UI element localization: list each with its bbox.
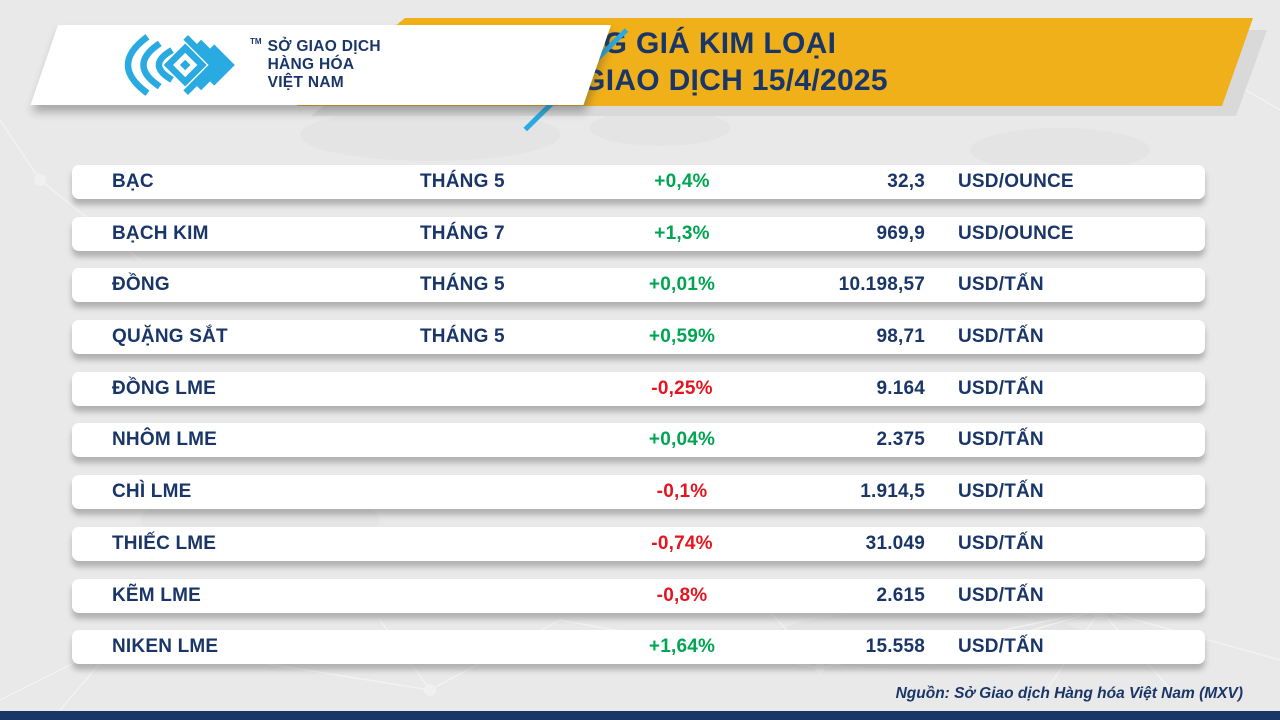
price-value: 969,9 [876, 222, 925, 244]
org-name: SỞ GIAO DỊCH HÀNG HÓA VIỆT NAM [268, 38, 381, 92]
change-percent: +0,59% [648, 326, 716, 348]
change-percent: +0,4% [654, 171, 710, 192]
org-name-line1: SỞ GIAO DỊCH [267, 38, 381, 55]
price-value: 15.558 [865, 636, 925, 658]
change-percent: -0,8% [656, 584, 708, 606]
mxv-logo-icon [124, 34, 235, 96]
price-unit: USD/TẤN [958, 636, 1044, 658]
source-note: Nguồn: Sở Giao dịch Hàng hóa Việt Nam (M… [895, 685, 1243, 702]
table-row: ĐỒNG THÁNG 5 +0,01% 10.198,57 USD/TẤN [72, 268, 1205, 303]
table-row: QUẶNG SẮT THÁNG 5 +0,59% 98,71 USD/TẤN [72, 320, 1205, 355]
table-row: THIẾC LME -0,74% 31.049 USD/TẤN [72, 526, 1205, 561]
price-value: 98,71 [876, 326, 925, 348]
org-name-line3: VIỆT NAM [267, 74, 345, 91]
commodity-name: NHÔM LME [112, 429, 218, 451]
table-row: NIKEN LME +1,64% 15.558 USD/TẤN [72, 630, 1205, 665]
contract-month: THÁNG 5 [420, 274, 505, 296]
price-value: 2.375 [876, 429, 925, 451]
price-unit: USD/TẤN [958, 326, 1044, 348]
change-percent: +0,01% [648, 274, 716, 296]
price-value: 32,3 [887, 171, 925, 192]
commodity-name: ĐỒNG [112, 274, 170, 296]
change-percent: -0,25% [651, 377, 713, 399]
mxv-logo-plate: TM SỞ GIAO DỊCH HÀNG HÓA VIỆT NAM [30, 25, 611, 105]
table-row: BẠCH KIM THÁNG 7 +1,3% 969,9 USD/OUNCE [72, 216, 1205, 251]
price-value: 9.164 [876, 377, 925, 399]
contract-month: THÁNG 7 [420, 222, 505, 244]
change-percent: +1,64% [648, 636, 716, 658]
commodity-name: BẠCH KIM [112, 222, 209, 244]
commodity-name: THIẾC LME [112, 532, 217, 554]
price-unit: USD/TẤN [958, 377, 1044, 399]
price-value: 31.049 [865, 532, 925, 554]
price-value: 2.615 [876, 584, 925, 606]
price-value: 1.914,5 [860, 481, 925, 503]
commodity-name: NIKEN LME [112, 636, 219, 658]
commodity-name: QUẶNG SẮT [112, 326, 228, 348]
change-percent: -0,1% [656, 481, 708, 503]
price-unit: USD/TẤN [958, 429, 1044, 451]
change-percent: -0,74% [651, 532, 713, 554]
price-unit: USD/TẤN [958, 532, 1044, 554]
change-percent: +0,04% [648, 429, 716, 451]
commodity-name: KẼM LME [112, 584, 202, 606]
table-row: BẠC THÁNG 5 +0,4% 32,3 USD/OUNCE [72, 165, 1205, 199]
price-unit: USD/TẤN [958, 274, 1044, 296]
price-value: 10.198,57 [838, 274, 925, 296]
commodity-name: BẠC [112, 171, 154, 192]
table-row: KẼM LME -0,8% 2.615 USD/TẤN [72, 578, 1205, 613]
change-percent: +1,3% [654, 222, 710, 244]
table-row: ĐỒNG LME -0,25% 9.164 USD/TẤN [72, 371, 1205, 406]
contract-month: THÁNG 5 [420, 171, 505, 192]
bottom-accent-bar [0, 711, 1280, 720]
price-unit: USD/TẤN [958, 481, 1044, 503]
price-unit: USD/OUNCE [958, 171, 1074, 192]
commodity-name: ĐỒNG LME [112, 377, 216, 399]
commodity-name: CHÌ LME [112, 481, 192, 503]
contract-month: THÁNG 5 [420, 326, 505, 348]
price-unit: USD/OUNCE [958, 222, 1074, 244]
trademark-symbol: TM [250, 37, 262, 46]
table-row: NHÔM LME +0,04% 2.375 USD/TẤN [72, 423, 1205, 458]
price-table: BẠC THÁNG 5 +0,4% 32,3 USD/OUNCE BẠCH KI… [72, 165, 1205, 665]
org-name-line2: HÀNG HÓA [267, 56, 355, 73]
table-row: CHÌ LME -0,1% 1.914,5 USD/TẤN [72, 475, 1205, 510]
price-unit: USD/TẤN [958, 584, 1044, 606]
